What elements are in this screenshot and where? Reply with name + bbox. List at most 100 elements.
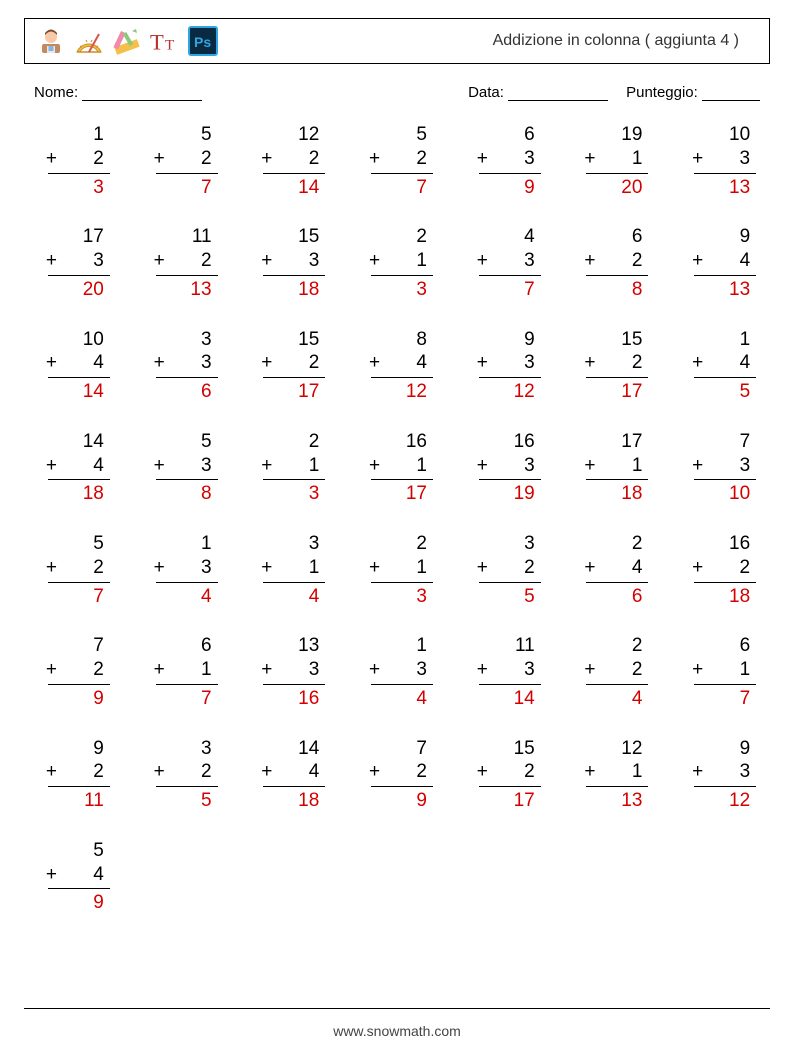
answer: 17 <box>469 789 541 813</box>
problem-rule <box>48 173 110 174</box>
addend-bottom: + 4 <box>38 454 110 478</box>
answer: 18 <box>576 482 648 506</box>
answer: 18 <box>684 585 756 609</box>
answer: 19 <box>469 482 541 506</box>
addend-top: 9 <box>684 225 756 249</box>
answer: 13 <box>146 278 218 302</box>
problem: 9+312 <box>469 328 541 404</box>
addend-top: 6 <box>469 123 541 147</box>
answer: 11 <box>38 789 110 813</box>
problem-rule <box>371 582 433 583</box>
addend-top: 7 <box>361 737 433 761</box>
problem: 3+25 <box>469 532 541 608</box>
problem: 10+ 4 14 <box>38 328 110 404</box>
problem-rule <box>156 275 218 276</box>
addend-top: 12 <box>253 123 325 147</box>
problem: 19+ 120 <box>576 123 648 199</box>
answer: 4 <box>253 585 325 609</box>
answer: 3 <box>361 585 433 609</box>
answer: 14 <box>469 687 541 711</box>
addend-top: 10 <box>38 328 110 352</box>
problem-rule <box>586 479 648 480</box>
problem-rule <box>586 275 648 276</box>
addend-bottom: + 3 <box>38 249 110 273</box>
answer: 14 <box>38 380 110 404</box>
problem: 17+ 118 <box>576 430 648 506</box>
addend-bottom: +2 <box>361 760 433 784</box>
problem-rule <box>48 684 110 685</box>
problem-rule <box>479 173 541 174</box>
problem-rule <box>48 786 110 787</box>
addend-bottom: +4 <box>38 863 110 887</box>
score-label: Punteggio: <box>626 84 702 101</box>
addend-bottom: + 1 <box>576 147 648 171</box>
addend-bottom: +3 <box>146 556 218 580</box>
problem-rule <box>48 479 110 480</box>
name-field: Nome: <box>34 84 202 101</box>
problem-rule <box>479 479 541 480</box>
problem-rule <box>156 377 218 378</box>
answer: 18 <box>253 278 325 302</box>
problem-rule <box>156 173 218 174</box>
score-line[interactable] <box>702 86 760 101</box>
problem-rule <box>263 377 325 378</box>
answer: 12 <box>361 380 433 404</box>
addend-bottom: +1 <box>146 658 218 682</box>
date-line[interactable] <box>508 86 608 101</box>
problem-rule <box>479 275 541 276</box>
problem: 15+ 217 <box>576 328 648 404</box>
addend-bottom: +2 <box>469 556 541 580</box>
addend-bottom: +2 <box>361 147 433 171</box>
addend-bottom: + 3 <box>253 249 325 273</box>
problem: 15+ 217 <box>469 737 541 813</box>
problem: 8+412 <box>361 328 433 404</box>
addend-top: 6 <box>684 634 756 658</box>
header-box: T T Ps Addizione in colonna ( aggiunta 4… <box>24 18 770 64</box>
answer: 18 <box>38 482 110 506</box>
problem: 12+ 113 <box>576 737 648 813</box>
problem-rule <box>694 173 756 174</box>
problem: 17+ 320 <box>38 225 110 301</box>
problem-rule <box>48 888 110 889</box>
text-tt-icon: T T <box>149 25 181 57</box>
problem-rule <box>586 173 648 174</box>
addend-bottom: +1 <box>684 658 756 682</box>
addend-bottom: + 4 <box>38 351 110 375</box>
answer: 9 <box>38 891 110 915</box>
addend-bottom: +3 <box>361 658 433 682</box>
problem-rule <box>479 786 541 787</box>
addend-bottom: +3 <box>469 147 541 171</box>
addend-bottom: +2 <box>38 658 110 682</box>
problem-rule <box>479 377 541 378</box>
addend-top: 11 <box>469 634 541 658</box>
svg-text:T: T <box>165 37 174 53</box>
problem-rule <box>371 684 433 685</box>
addend-top: 12 <box>576 737 648 761</box>
addend-top: 17 <box>576 430 648 454</box>
problem-rule <box>694 582 756 583</box>
problem: 4+37 <box>469 225 541 301</box>
addend-top: 3 <box>253 532 325 556</box>
addend-top: 5 <box>361 123 433 147</box>
problem-rule <box>586 377 648 378</box>
name-line[interactable] <box>82 86 202 101</box>
addend-top: 10 <box>684 123 756 147</box>
addend-top: 8 <box>361 328 433 352</box>
protractor-icon <box>73 25 105 57</box>
addend-bottom: +3 <box>684 760 756 784</box>
addend-bottom: + 2 <box>253 147 325 171</box>
addend-top: 6 <box>146 634 218 658</box>
worksheet-title: Addizione in colonna ( aggiunta 4 ) <box>493 32 739 50</box>
addend-top: 7 <box>38 634 110 658</box>
addend-bottom: +3 <box>684 454 756 478</box>
problem: 2+13 <box>361 225 433 301</box>
problem-rule <box>586 582 648 583</box>
problem-rule <box>156 479 218 480</box>
info-row: Nome: Data: Punteggio: <box>34 84 760 101</box>
problem: 3+14 <box>253 532 325 608</box>
problem-rule <box>694 275 756 276</box>
date-field: Data: <box>468 84 608 101</box>
addend-bottom: +2 <box>38 147 110 171</box>
answer: 20 <box>38 278 110 302</box>
addend-top: 9 <box>684 737 756 761</box>
